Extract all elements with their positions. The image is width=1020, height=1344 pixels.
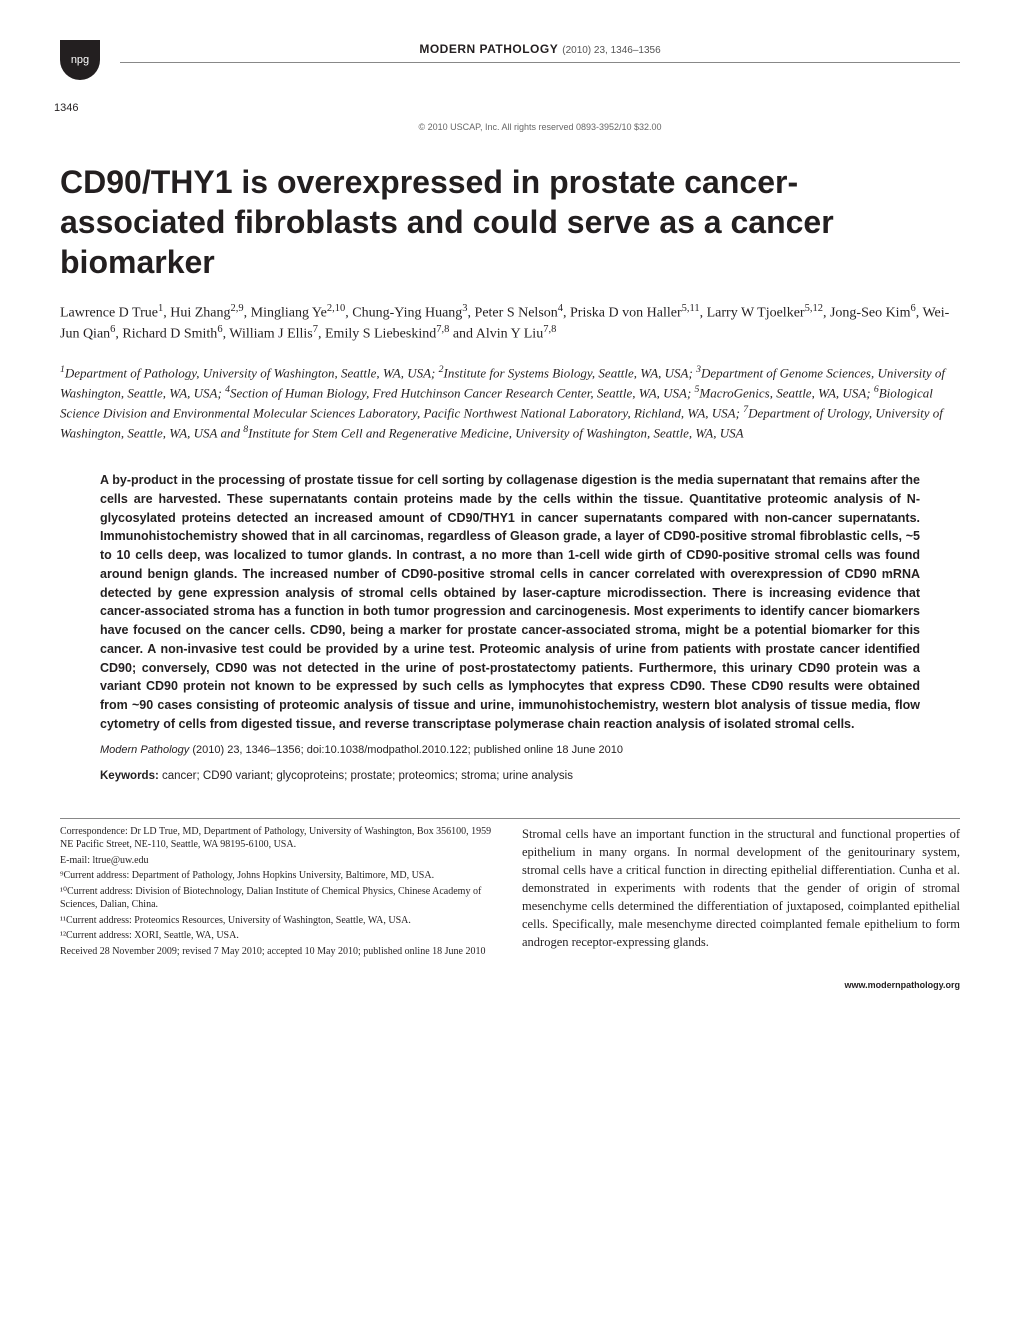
journal-title: MODERN PATHOLOGY (419, 42, 558, 56)
header-row: npg 1346 MODERN PATHOLOGY (2010) 23, 134… (60, 40, 960, 114)
keywords-text: cancer; CD90 variant; glycoproteins; pro… (159, 770, 573, 782)
address-note-9: ⁹Current address: Department of Patholog… (60, 869, 498, 883)
correspondence-text: Correspondence: Dr LD True, MD, Departme… (60, 825, 498, 852)
correspondence-column: Correspondence: Dr LD True, MD, Departme… (60, 819, 498, 961)
keywords-line: Keywords: cancer; CD90 variant; glycopro… (100, 770, 920, 782)
citation-pub-online: published online 18 June 2010 (474, 744, 623, 756)
affiliations: 1Department of Pathology, University of … (60, 363, 960, 444)
page-container: npg 1346 MODERN PATHOLOGY (2010) 23, 134… (0, 0, 1020, 1030)
page-number: 1346 (54, 102, 100, 114)
received-dates: Received 28 November 2009; revised 7 May… (60, 945, 498, 959)
citation-year-vol-pages: (2010) 23, 1346–1356; (192, 744, 303, 756)
footer-url: www.modernpathology.org (60, 980, 960, 990)
author-list: Lawrence D True1, Hui Zhang2,9, Minglian… (60, 302, 960, 345)
address-note-12: ¹²Current address: XORI, Seattle, WA, US… (60, 929, 498, 943)
citation-journal: Modern Pathology (100, 744, 189, 756)
address-note-10: ¹⁰Current address: Division of Biotechno… (60, 885, 498, 912)
body-text-column: Stromal cells have an important function… (522, 819, 960, 961)
journal-banner: MODERN PATHOLOGY (2010) 23, 1346–1356 (120, 40, 960, 63)
copyright-line: © 2010 USCAP, Inc. All rights reserved 0… (120, 122, 960, 132)
citation-doi: doi:10.1038/modpathol.2010.122; (307, 744, 471, 756)
journal-issue: (2010) 23, 1346–1356 (562, 45, 660, 56)
address-note-11: ¹¹Current address: Proteomics Resources,… (60, 914, 498, 928)
article-title: CD90/THY1 is overexpressed in prostate c… (60, 162, 960, 282)
left-header-group: npg 1346 (60, 40, 100, 114)
body-paragraph: Stromal cells have an important function… (522, 827, 960, 950)
keywords-label: Keywords: (100, 770, 159, 782)
citation-line: Modern Pathology (2010) 23, 1346–1356; d… (100, 744, 920, 756)
bottom-columns: Correspondence: Dr LD True, MD, Departme… (60, 818, 960, 961)
abstract: A by-product in the processing of prosta… (100, 471, 920, 734)
correspondence-email: E-mail: ltrue@uw.edu (60, 854, 498, 868)
publisher-badge: npg (60, 40, 100, 80)
